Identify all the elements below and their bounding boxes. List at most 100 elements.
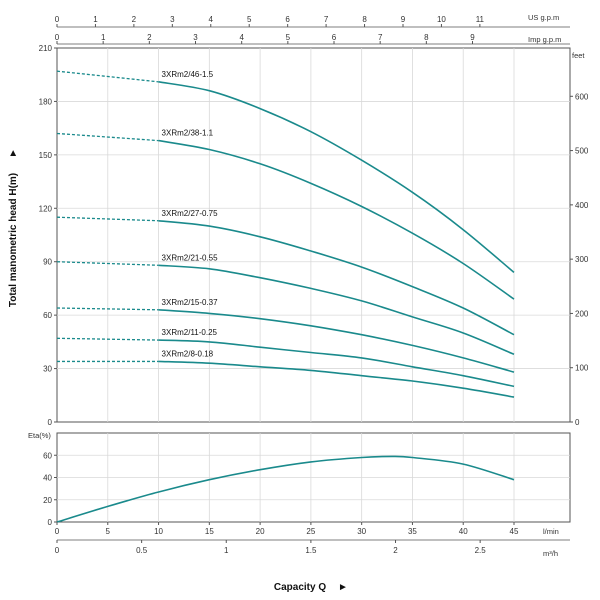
head-curve-label: 3XRm2/38-1.1 (162, 129, 214, 138)
us-gpm-unit-label: US g.p.m (528, 13, 559, 22)
head-y-tick-label: 150 (39, 151, 53, 160)
head-curve-label: 3XRm2/21-0.55 (162, 253, 219, 262)
head-curves: 3XRm2/46-1.5 3XRm2/38-1.1 3XRm2/27-0.75 3XR… (56, 70, 515, 398)
head-curve-line (158, 81, 515, 274)
imp-gpm-tick-label: 4 (239, 33, 244, 42)
head-curve-line (158, 360, 515, 398)
feet-tick-label: 600 (575, 92, 589, 101)
lmin-tick-label: 45 (510, 527, 519, 536)
us-gpm-tick-label: 1 (93, 15, 98, 24)
imp-gpm-tick-label: 5 (286, 33, 291, 42)
capacity-axis-title: Capacity Q (274, 582, 326, 593)
m3h-unit-label: m³/h (543, 549, 558, 558)
us-gpm-tick-label: 2 (132, 15, 137, 24)
eta-curve-line (56, 455, 515, 523)
head-y-ticks: 0 30 60 90 120 150 180 210 (39, 44, 57, 427)
head-y-tick-label: 90 (43, 258, 52, 267)
lmin-x-ticks: 0 5 10 15 20 25 30 35 40 45 (55, 522, 519, 536)
head-curve-dashed-segment (56, 132, 159, 142)
head-curve-line (158, 339, 515, 388)
head-curve-label: 3XRm2/27-0.75 (162, 209, 219, 218)
us-gpm-tick-label: 0 (55, 15, 60, 24)
m3h-tick-label: 2.5 (475, 546, 487, 555)
head-curve-dashed-segment (56, 261, 159, 266)
head-curve-line (158, 264, 515, 356)
imp-gpm-tick-label: 9 (470, 33, 475, 42)
imp-gpm-tick-label: 3 (193, 33, 198, 42)
lmin-tick-label: 25 (306, 527, 315, 536)
head-curve-dashed-segment (56, 216, 159, 222)
lmin-tick-label: 0 (55, 527, 60, 536)
eta-y-tick-label: 0 (48, 518, 53, 527)
us-gpm-tick-label: 10 (437, 15, 446, 24)
feet-tick-label: 300 (575, 255, 589, 264)
us-gpm-tick-label: 6 (285, 15, 290, 24)
head-y-tick-label: 30 (43, 365, 52, 374)
lmin-tick-label: 40 (459, 527, 468, 536)
head-curve-label: 3XRm2/8-0.18 (162, 349, 214, 358)
imp-gpm-tick-label: 6 (332, 33, 337, 42)
imp-gpm-tick-label: 1 (101, 33, 106, 42)
eta-y-tick-label: 20 (43, 496, 52, 505)
lmin-tick-label: 10 (154, 527, 163, 536)
us-gpm-tick-label: 11 (476, 15, 485, 24)
us-gpm-tick-label: 5 (247, 15, 252, 24)
head-curve-dashed-segment (56, 307, 159, 311)
eta-y-tick-label: 60 (43, 451, 52, 460)
feet-unit-label: feet (572, 51, 585, 60)
feet-tick-label: 200 (575, 309, 589, 318)
head-curve-label: 3XRm2/15-0.37 (162, 298, 219, 307)
head-curve-label: 3XRm2/46-1.5 (162, 70, 214, 79)
head-y-tick-label: 60 (43, 311, 52, 320)
lmin-tick-label: 20 (256, 527, 265, 536)
m3h-tick-label: 0.5 (136, 546, 148, 555)
feet-tick-label: 400 (575, 201, 589, 210)
capacity-axis-arrow: ► (338, 582, 348, 593)
m3h-tick-label: 1 (224, 546, 229, 555)
lmin-tick-label: 30 (357, 527, 366, 536)
lmin-tick-label: 5 (106, 527, 111, 536)
imp-gpm-tick-label: 0 (55, 33, 60, 42)
us-gpm-tick-label: 3 (170, 15, 175, 24)
eta-grid (57, 433, 570, 522)
eta-axis-title: Eta(%) (28, 431, 51, 440)
lmin-tick-label: 15 (205, 527, 214, 536)
head-curve-dashed-segment (56, 70, 159, 83)
lmin-tick-label: 35 (408, 527, 417, 536)
head-y-tick-label: 180 (39, 97, 53, 106)
head-curve-line (158, 220, 515, 336)
feet-tick-label: 100 (575, 364, 589, 373)
head-grid (57, 48, 570, 422)
m3h-axis: 0 0.5 1 1.5 2 2.5 (55, 539, 570, 555)
head-curve-line (158, 309, 515, 373)
head-y-tick-label: 210 (39, 44, 53, 53)
head-curve-label: 3XRm2/11-0.25 (162, 328, 218, 337)
us-gpm-tick-label: 4 (209, 15, 214, 24)
head-axis-arrow: ► (8, 148, 19, 158)
feet-tick-label: 0 (575, 418, 580, 427)
eta-y-tick-label: 40 (43, 474, 52, 483)
imp-gpm-tick-label: 8 (424, 33, 429, 42)
m3h-tick-label: 1.5 (305, 546, 317, 555)
imp-gpm-unit-label: Imp g.p.m (528, 35, 561, 44)
feet-y-ticks: 0 100 200 300 400 500 600 (570, 92, 589, 427)
us-gpm-tick-label: 7 (324, 15, 329, 24)
head-curve-line (158, 139, 515, 300)
m3h-tick-label: 2 (393, 546, 398, 555)
head-y-tick-label: 0 (48, 418, 53, 427)
us-gpm-tick-label: 8 (362, 15, 367, 24)
us-gpm-tick-label: 9 (401, 15, 406, 24)
eta-curve (56, 455, 515, 523)
head-y-tick-label: 120 (39, 204, 53, 213)
eta-y-ticks: 0 20 40 60 (43, 451, 57, 527)
head-axis-title: Total manometric head H(m) (8, 173, 19, 307)
lmin-unit-label: l/min (543, 527, 559, 536)
imp-gpm-tick-label: 2 (147, 33, 152, 42)
imp-gpm-tick-label: 7 (378, 33, 383, 42)
head-plot-frame (56, 47, 571, 423)
m3h-tick-label: 0 (55, 546, 60, 555)
top-flow-axis: 0 1 2 3 4 5 6 7 8 9 10 110 1 2 3 4 5 6 7 8 9 (55, 15, 570, 45)
feet-tick-label: 500 (575, 147, 589, 156)
head-curve-dashed-segment (56, 337, 159, 341)
